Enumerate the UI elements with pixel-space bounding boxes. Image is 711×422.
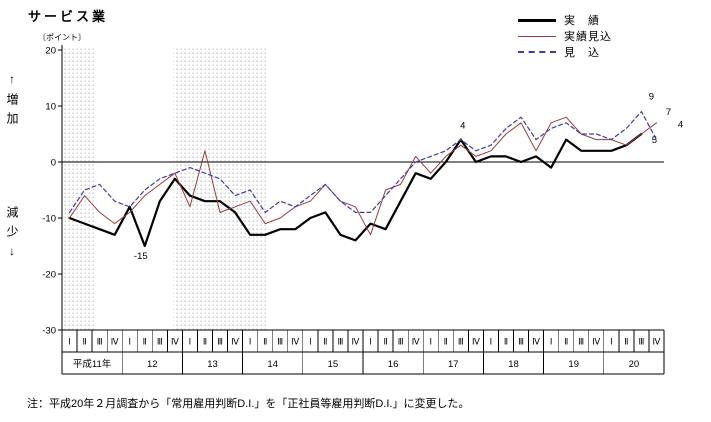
quarter-label: Ⅲ <box>458 337 464 347</box>
quarter-label: Ⅱ <box>82 337 86 347</box>
legend-label-actual: 実 績 <box>564 15 600 27</box>
y-tick-label: -10 <box>42 214 56 225</box>
series-actual <box>68 132 643 248</box>
x-axis <box>62 329 665 375</box>
quarter-label: Ⅲ <box>277 337 283 347</box>
quarter-label: Ⅰ <box>128 337 131 347</box>
quarter-label: Ⅳ <box>291 337 299 347</box>
year-label: 13 <box>207 359 218 370</box>
quarter-label: Ⅲ <box>97 337 103 347</box>
quarter-label: Ⅱ <box>444 337 448 347</box>
legend-label-actual-forecast: 実績見込 <box>564 31 612 43</box>
footnote: 注：平成20年２月調査から「常用雇用判断D.I.」を「正社員等雇用判断D.I.」… <box>27 398 470 410</box>
quarter-label: Ⅰ <box>309 337 312 347</box>
quarter-label: Ⅳ <box>352 337 360 347</box>
point-annotation: 9 <box>649 92 654 103</box>
actual-forecast-line-sample <box>518 35 556 37</box>
recession-band <box>62 48 97 330</box>
forecast-line-sample <box>518 51 556 53</box>
quarter-label: Ⅰ <box>249 337 252 347</box>
quarter-label: Ⅲ <box>337 337 343 347</box>
point-annotation: 7 <box>666 107 671 118</box>
legend-item-actual: 実 績 <box>518 12 612 28</box>
year-label: 19 <box>568 359 579 370</box>
quarter-label: Ⅲ <box>217 337 223 347</box>
point-annotation: 4 <box>460 121 465 132</box>
y-axis-decrease-label: 減少↓ <box>5 206 19 265</box>
quarter-label: Ⅰ <box>68 337 71 347</box>
y-axis-unit-label: 〔ポイント〕 <box>38 33 86 42</box>
quarter-label: Ⅰ <box>369 337 372 347</box>
quarter-label: Ⅱ <box>203 337 207 347</box>
y-axis-increase-label: ↑増加 <box>5 72 19 131</box>
quarter-label: Ⅲ <box>398 337 404 347</box>
y-axis: 20 10 0 -10 -20 -30 <box>42 45 63 374</box>
y-tick-label: -30 <box>42 326 56 337</box>
quarter-label: Ⅱ <box>263 337 267 347</box>
point-annotation: -15 <box>134 251 148 262</box>
quarter-label: Ⅳ <box>532 337 540 347</box>
quarter-label: Ⅱ <box>323 337 327 347</box>
y-tick-label: 0 <box>51 158 56 169</box>
quarter-label: Ⅲ <box>518 337 524 347</box>
quarter-label: Ⅱ <box>504 337 508 347</box>
quarter-label: Ⅱ <box>143 337 147 347</box>
year-label: 16 <box>388 359 399 370</box>
quarter-label: Ⅰ <box>550 337 553 347</box>
y-tick-label: 10 <box>45 102 56 113</box>
legend-item-actual-forecast: 実績見込 <box>518 28 612 44</box>
chart-title: サービス業 <box>28 9 109 24</box>
quarter-label: Ⅰ <box>490 337 493 347</box>
year-label: 18 <box>508 359 519 370</box>
quarter-label: Ⅱ <box>624 337 628 347</box>
quarter-label: Ⅳ <box>231 337 239 347</box>
quarter-label: Ⅲ <box>157 337 163 347</box>
series-actual_forecast <box>69 116 657 236</box>
year-label: 14 <box>267 359 278 370</box>
year-label: 15 <box>328 359 339 370</box>
quarter-label: Ⅲ <box>578 337 584 347</box>
quarter-label: Ⅳ <box>171 337 179 347</box>
point-annotation: 4 <box>678 120 683 131</box>
series-lines <box>68 110 658 248</box>
y-tick-label: 20 <box>45 46 56 57</box>
point-annotation: 5 <box>652 135 657 146</box>
y-tick-label: -20 <box>42 270 56 281</box>
quarter-label: Ⅰ <box>189 337 192 347</box>
quarter-label: Ⅱ <box>383 337 387 347</box>
legend-label-forecast: 見 込 <box>564 47 600 59</box>
quarter-label: Ⅰ <box>429 337 432 347</box>
quarter-label: Ⅳ <box>592 337 600 347</box>
x-axis-years: 平成11年 12 13 14 15 16 17 18 19 20 <box>73 358 639 370</box>
series-forecast <box>68 110 658 213</box>
quarter-label: Ⅲ <box>638 337 644 347</box>
legend: 実 績 実績見込 見 込 <box>518 12 612 60</box>
quarter-label: Ⅰ <box>610 337 613 347</box>
recession-band <box>173 48 269 330</box>
quarter-label: Ⅳ <box>111 337 119 347</box>
legend-item-forecast: 見 込 <box>518 44 612 60</box>
year-label: 12 <box>147 359 158 370</box>
actual-line-sample <box>518 18 556 22</box>
year-label: 20 <box>629 359 640 370</box>
quarter-label: Ⅳ <box>472 337 480 347</box>
quarter-label: Ⅳ <box>412 337 420 347</box>
quarter-label: Ⅱ <box>564 337 568 347</box>
year-label: 平成11年 <box>73 358 112 370</box>
recession-bands <box>62 48 269 330</box>
quarter-label: Ⅳ <box>653 337 661 347</box>
year-label: 17 <box>448 359 459 370</box>
